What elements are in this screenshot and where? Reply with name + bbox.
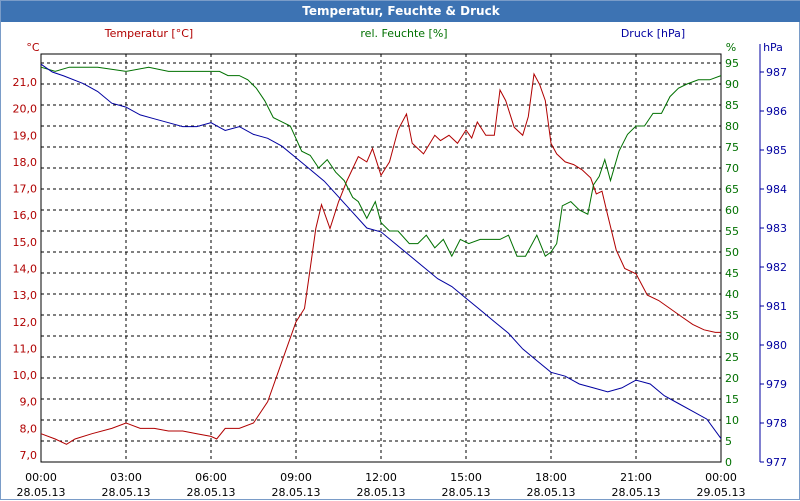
humidity-tick-label: 35 (725, 309, 739, 322)
humidity-tick-label: 70 (725, 162, 739, 175)
humidity-unit-label: % (726, 41, 736, 54)
temperature-tick-label: 9,0 (20, 396, 38, 409)
humidity-axis-label: rel. Feuchte [%] (360, 27, 447, 40)
humidity-tick-label: 40 (725, 288, 739, 301)
x-tick-date-label: 28.05.13 (527, 486, 576, 499)
temperature-tick-label: 21,0 (13, 76, 38, 89)
x-tick-time-label: 15:00 (450, 471, 482, 484)
temperature-tick-label: 16,0 (13, 209, 38, 222)
pressure-tick-label: 984 (766, 183, 787, 196)
temperature-tick-label: 19,0 (13, 129, 38, 142)
pressure-tick-label: 987 (766, 66, 787, 79)
x-tick-date-label: 28.05.13 (272, 486, 321, 499)
temperature-unit-label: °C (26, 41, 40, 54)
pressure-tick-label: 983 (766, 222, 787, 235)
x-tick-time-label: 09:00 (280, 471, 312, 484)
pressure-tick-label: 982 (766, 261, 787, 274)
x-tick-date-label: 28.05.13 (17, 486, 66, 499)
humidity-tick-label: 60 (725, 204, 739, 217)
pressure-tick-label: 980 (766, 339, 787, 352)
humidity-tick-label: 50 (725, 246, 739, 259)
humidity-series-line (40, 66, 722, 258)
humidity-tick-label: 90 (725, 78, 739, 91)
temperature-tick-label: 14,0 (13, 263, 38, 276)
x-tick-date-label: 28.05.13 (187, 486, 236, 499)
humidity-tick-label: 45 (725, 267, 739, 280)
temperature-series-line (40, 72, 721, 445)
temperature-tick-label: 18,0 (13, 156, 38, 169)
temperature-tick-label: 20,0 (13, 103, 38, 116)
temperature-tick-label: 7,0 (20, 449, 38, 462)
humidity-tick-label: 75 (725, 141, 739, 154)
x-tick-date-label: 28.05.13 (357, 486, 406, 499)
pressure-axis-label: Druck [hPa] (621, 27, 685, 40)
pressure-tick-label: 978 (766, 417, 787, 430)
x-tick-time-label: 00:00 (705, 471, 737, 484)
x-tick-date-label: 28.05.13 (102, 486, 151, 499)
x-tick-time-label: 00:00 (25, 471, 57, 484)
temperature-tick-label: 15,0 (13, 236, 38, 249)
humidity-tick-label: 65 (725, 183, 739, 196)
temperature-tick-label: 8,0 (20, 422, 38, 435)
temperature-tick-label: 17,0 (13, 183, 38, 196)
humidity-tick-label: 30 (725, 330, 739, 343)
humidity-tick-label: 95 (725, 57, 739, 70)
pressure-tick-label: 979 (766, 378, 787, 391)
x-tick-time-label: 18:00 (535, 471, 567, 484)
humidity-tick-label: 80 (725, 120, 739, 133)
temperature-tick-label: 13,0 (13, 289, 38, 302)
chart-plot: 00:00 28.05.13 03:00 28.05.13 06:00 28.05.13 0… (13, 27, 788, 499)
temperature-axis-label: Temperatur [°C] (104, 27, 193, 40)
humidity-tick-label: 5 (725, 435, 732, 448)
humidity-tick-label: 85 (725, 99, 739, 112)
x-tick-time-label: 06:00 (195, 471, 227, 484)
pressure-series-line (40, 63, 722, 439)
pressure-tick-label: 986 (766, 105, 787, 118)
x-tick-date-label: 29.05.13 (697, 486, 746, 499)
x-tick-time-label: 21:00 (620, 471, 652, 484)
pressure-tick-label: 977 (766, 456, 787, 469)
humidity-tick-label: 55 (725, 225, 739, 238)
humidity-tick-label: 10 (725, 414, 739, 427)
temperature-tick-label: 12,0 (13, 316, 38, 329)
pressure-tick-label: 985 (766, 144, 787, 157)
window-title: Temperatur, Feuchte & Druck (1, 1, 800, 22)
humidity-tick-label: 20 (725, 372, 739, 385)
x-tick-time-label: 03:00 (110, 471, 142, 484)
humidity-tick-label: 25 (725, 351, 739, 364)
x-tick-date-label: 28.05.13 (612, 486, 661, 499)
x-tick-time-label: 12:00 (365, 471, 397, 484)
x-tick-date-label: 28.05.13 (442, 486, 491, 499)
temperature-tick-label: 10,0 (13, 369, 38, 382)
humidity-tick-label: 15 (725, 393, 739, 406)
pressure-tick-label: 981 (766, 300, 787, 313)
pressure-unit-label: hPa (763, 41, 783, 54)
humidity-tick-label: 0 (725, 456, 732, 469)
temperature-tick-label: 11,0 (13, 342, 38, 355)
